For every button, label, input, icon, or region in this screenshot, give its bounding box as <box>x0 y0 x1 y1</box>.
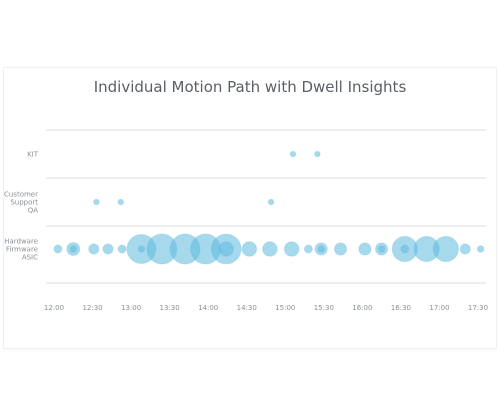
dwell-point[interactable] <box>102 243 114 255</box>
x-tick-label: 15:30 <box>314 304 334 312</box>
dwell-point[interactable] <box>432 235 459 263</box>
dwell-point[interactable] <box>303 244 313 254</box>
x-tick-label: 15:00 <box>275 304 295 312</box>
y-category-label: Hardware Firmware ASIC <box>4 238 38 262</box>
x-tick-label: 16:00 <box>352 304 372 312</box>
x-tick-label: 16:30 <box>391 304 411 312</box>
dwell-point[interactable] <box>93 198 100 206</box>
dwell-point[interactable] <box>241 241 258 257</box>
dwell-point[interactable] <box>400 244 410 254</box>
dwell-point[interactable] <box>117 244 127 254</box>
dwell-point[interactable] <box>317 245 326 253</box>
x-tick-label: 13:00 <box>121 304 141 312</box>
dwell-point[interactable] <box>53 244 63 254</box>
x-tick-label: 12:30 <box>82 304 102 312</box>
dwell-point[interactable] <box>377 245 386 253</box>
x-tick-label: 17:00 <box>429 304 449 312</box>
dwell-point[interactable] <box>69 245 78 253</box>
dwell-point[interactable] <box>267 198 275 206</box>
dwell-point[interactable] <box>137 245 146 253</box>
dwell-point[interactable] <box>117 198 125 206</box>
x-tick-label: 14:30 <box>237 304 257 312</box>
dwell-point[interactable] <box>289 150 297 158</box>
dwell-point[interactable] <box>459 243 471 255</box>
y-category-label: Customer Support QA <box>4 191 38 215</box>
x-tick-label: 17:30 <box>468 304 488 312</box>
dwell-point[interactable] <box>358 242 372 256</box>
dwell-point[interactable] <box>476 245 485 253</box>
chart-card <box>4 68 496 348</box>
dwell-point[interactable] <box>314 150 321 158</box>
dwell-point[interactable] <box>333 242 348 256</box>
dwell-point[interactable] <box>88 243 100 255</box>
y-category-label: KIT <box>27 151 39 159</box>
x-tick-label: 14:00 <box>198 304 218 312</box>
chart-title: Individual Motion Path with Dwell Insigh… <box>93 78 407 96</box>
x-tick-label: 13:30 <box>160 304 180 312</box>
dwell-point[interactable] <box>218 241 234 257</box>
dwell-point[interactable] <box>262 241 278 257</box>
x-tick-label: 12:00 <box>44 304 64 312</box>
dwell-point[interactable] <box>283 241 300 257</box>
